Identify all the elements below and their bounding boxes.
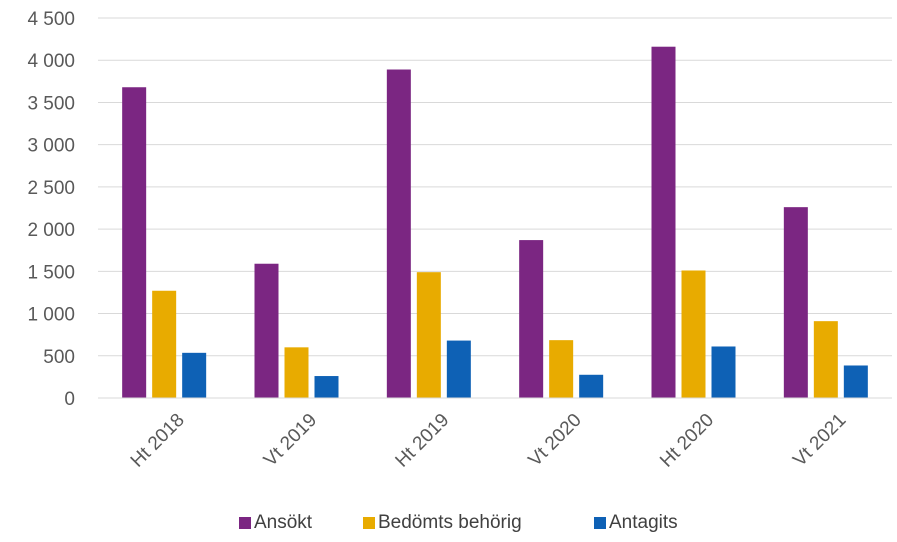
y-tick-label: 4 500: [27, 9, 75, 30]
x-tick-label: Vt 2021: [789, 410, 850, 471]
bar-2-4: [549, 340, 574, 398]
x-tick-label: Vt 2020: [525, 410, 586, 471]
x-axis-tick-labels: Ht 2018 Vt 2019 Ht 2019 Vt 2020 Ht 2020 Vt 20…: [127, 410, 851, 472]
bar-1-3: [386, 69, 411, 398]
legend-label: Antagits: [609, 512, 678, 533]
legend-swatch: [594, 517, 606, 529]
bar-1-2: [254, 263, 279, 398]
bar-2-6: [813, 321, 838, 398]
x-tick-label: Ht 2020: [656, 410, 718, 472]
bar-2-3: [416, 272, 441, 398]
y-tick-label: 1 000: [27, 305, 75, 326]
bar-3-3: [446, 340, 471, 398]
bar-2-1: [152, 290, 177, 398]
y-tick-label: 2 000: [27, 220, 75, 241]
y-tick-label: 0: [64, 389, 75, 410]
y-tick-label: 2 500: [27, 178, 75, 199]
legend-swatch: [239, 517, 251, 529]
x-tick-label: Ht 2018: [127, 410, 189, 472]
legend-label: Bedömts behörig: [378, 512, 522, 533]
x-tick-label: Vt 2019: [260, 410, 321, 471]
bar-1-5: [651, 46, 676, 398]
y-axis-tick-labels: 0 500 1 000 1 500 2 000 2 500 3 000 3 500 4 000 4…: [27, 9, 75, 410]
bar-3-2: [314, 376, 339, 398]
bar-3-4: [579, 374, 604, 398]
bar-2-5: [681, 270, 706, 398]
bar-3-1: [182, 352, 207, 398]
legend-swatch: [363, 517, 375, 529]
bar-3-6: [843, 365, 868, 398]
bar-1-6: [783, 207, 808, 398]
legend-label: Ansökt: [254, 512, 313, 533]
bar-3-5: [711, 346, 736, 398]
x-tick-label: Ht 2019: [392, 410, 454, 472]
legend: Ansökt Bedömts behörig Antagits: [239, 512, 678, 533]
bar-1-1: [122, 87, 147, 398]
y-tick-label: 3 000: [27, 136, 75, 157]
bars: [122, 46, 868, 398]
y-tick-label: 4 000: [27, 51, 75, 72]
bar-2-2: [284, 347, 309, 398]
gridlines: [98, 17, 892, 357]
y-tick-label: 1 500: [27, 262, 75, 283]
y-tick-label: 3 500: [27, 93, 75, 114]
y-tick-label: 500: [43, 347, 75, 368]
bar-1-4: [519, 240, 544, 398]
